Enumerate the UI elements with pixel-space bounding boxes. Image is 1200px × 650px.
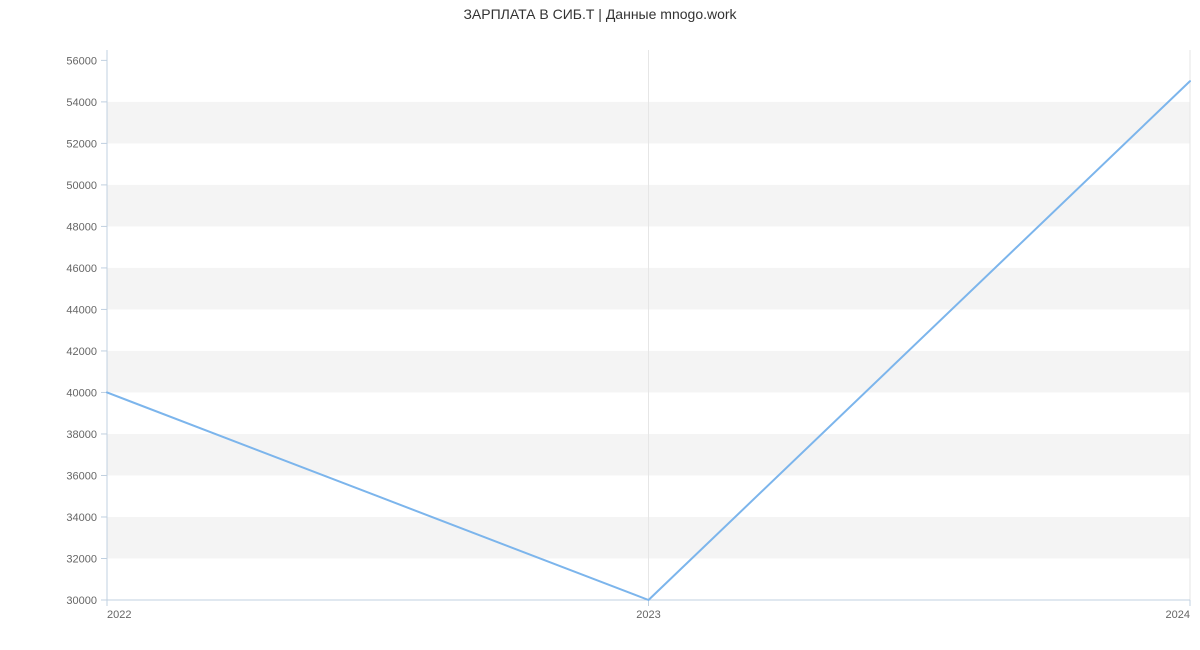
y-tick-label: 54000 bbox=[66, 97, 97, 109]
x-tick-label: 2023 bbox=[636, 609, 660, 621]
y-tick-label: 44000 bbox=[66, 304, 97, 316]
y-tick-label: 46000 bbox=[66, 263, 97, 275]
y-tick-label: 36000 bbox=[66, 470, 97, 482]
y-tick-label: 56000 bbox=[66, 55, 97, 67]
x-tick-label: 2022 bbox=[107, 609, 131, 621]
chart-title: ЗАРПЛАТА В СИБ.Т | Данные mnogo.work bbox=[0, 6, 1200, 22]
y-tick-label: 42000 bbox=[66, 346, 97, 358]
y-tick-label: 52000 bbox=[66, 138, 97, 150]
y-tick-label: 48000 bbox=[66, 221, 97, 233]
y-tick-label: 38000 bbox=[66, 429, 97, 441]
y-tick-label: 50000 bbox=[66, 180, 97, 192]
y-tick-label: 30000 bbox=[66, 595, 97, 607]
chart-svg: 30000 32000 34000 36000 38000 40000 42000 44000… bbox=[0, 0, 1200, 650]
y-tick-label: 32000 bbox=[66, 553, 97, 565]
x-tick-label: 2024 bbox=[1166, 609, 1190, 621]
y-tick-label: 40000 bbox=[66, 387, 97, 399]
salary-line-chart: ЗАРПЛАТА В СИБ.Т | Данные mnogo.work 300… bbox=[0, 0, 1200, 650]
y-tick-label: 34000 bbox=[66, 512, 97, 524]
